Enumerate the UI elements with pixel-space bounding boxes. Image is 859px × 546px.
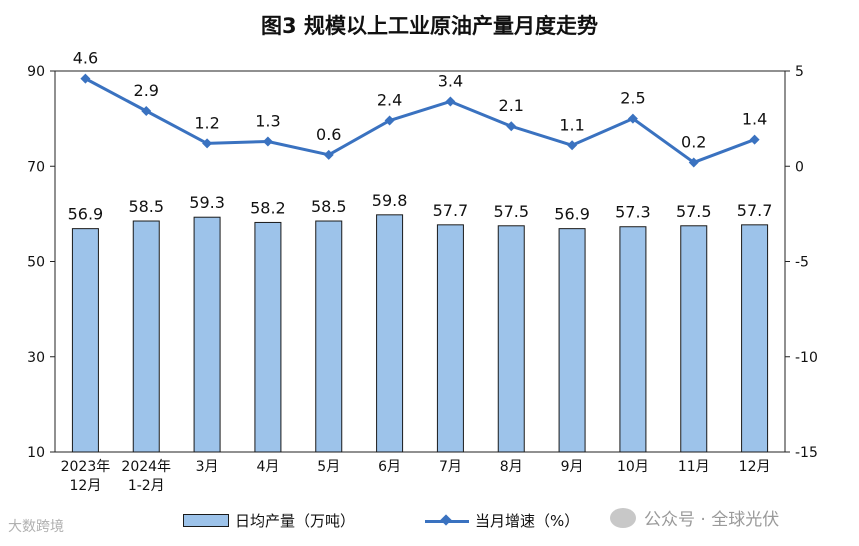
y-left-tick-label-4: 90 <box>27 64 45 80</box>
bar-8 <box>558 228 586 453</box>
line-point-11 <box>749 134 760 145</box>
watermark-text: 公众号 · 全球光伏 <box>644 510 780 530</box>
line-value-label-8: 1.1 <box>559 115 584 134</box>
bar-value-label-11: 57.7 <box>737 201 773 220</box>
bar-1 <box>132 220 160 453</box>
bar-value-label-3: 58.2 <box>250 198 286 217</box>
bar-value-label-8: 56.9 <box>554 205 590 224</box>
legend-bar-swatch <box>183 514 229 527</box>
x-tick-label-3-0: 4月 <box>256 459 279 475</box>
bar-value-label-6: 57.7 <box>433 201 469 220</box>
y-right-tick-label-0: -15 <box>795 445 818 461</box>
y-left-tick-label-2: 50 <box>27 255 45 271</box>
bar-value-label-7: 57.5 <box>493 202 529 221</box>
bar-6 <box>436 224 464 453</box>
line-point-5 <box>384 115 395 126</box>
wechat-icon <box>610 507 636 528</box>
legend-label-bars: 日均产量（万吨） <box>235 512 356 530</box>
line-point-2 <box>202 138 213 149</box>
x-tick-label-8-0: 9月 <box>561 459 584 475</box>
x-tick-label-5-0: 6月 <box>378 459 401 475</box>
bar-value-label-9: 57.3 <box>615 203 651 222</box>
line-point-6 <box>445 96 456 107</box>
line-value-label-10: 0.2 <box>681 132 706 151</box>
legend-label-line: 当月增速（%） <box>475 512 580 530</box>
watermark-wechat: 公众号 · 全球光伏 <box>610 505 779 530</box>
line-point-10 <box>688 157 699 168</box>
line-value-label-9: 2.5 <box>620 89 645 108</box>
bar-9 <box>619 226 647 453</box>
line-value-label-0: 4.6 <box>73 49 98 68</box>
x-tick-label-11-0: 12月 <box>739 459 771 475</box>
bar-10 <box>680 225 708 453</box>
line-value-label-3: 1.3 <box>255 111 280 130</box>
x-tick-label-10-0: 11月 <box>678 459 710 475</box>
line-value-label-1: 2.9 <box>134 81 159 100</box>
bar-0 <box>71 228 99 453</box>
bar-4 <box>315 220 343 453</box>
watermark-left: 大数跨境 <box>8 519 64 535</box>
legend-item-line: 当月增速（%） <box>425 510 579 531</box>
bar-value-label-0: 56.9 <box>68 205 104 224</box>
bar-2 <box>193 216 221 453</box>
line-value-label-6: 3.4 <box>438 71 463 90</box>
line-value-label-7: 2.1 <box>499 96 524 115</box>
y-right-tick-label-1: -10 <box>795 350 818 366</box>
line-point-7 <box>506 121 517 132</box>
bar-value-label-4: 58.5 <box>311 197 347 216</box>
x-tick-label-9-0: 10月 <box>617 459 649 475</box>
x-tick-label-4-0: 5月 <box>317 459 340 475</box>
chart-legend: 日均产量（万吨） 当月增速（%） <box>183 510 649 531</box>
y-right-tick-label-3: 0 <box>795 159 804 175</box>
line-point-3 <box>262 136 273 147</box>
x-tick-label-2-0: 3月 <box>196 459 219 475</box>
line-point-8 <box>567 140 578 151</box>
line-point-9 <box>627 113 638 124</box>
line-point-1 <box>141 106 152 117</box>
line-value-label-4: 0.6 <box>316 125 341 144</box>
bar-11 <box>741 224 769 453</box>
x-tick-label-7-0: 8月 <box>500 459 523 475</box>
x-tick-label-0-1: 12月 <box>70 478 102 494</box>
y-right-tick-label-4: 5 <box>795 64 804 80</box>
x-tick-label-0-0: 2023年 <box>61 459 111 475</box>
y-right-tick-label-2: -5 <box>795 255 809 271</box>
line-value-label-11: 1.4 <box>742 110 767 129</box>
bar-5 <box>376 214 404 453</box>
y-left-tick-label-3: 70 <box>27 159 45 175</box>
plot-area-frame <box>54 70 786 453</box>
line-value-label-2: 1.2 <box>194 113 219 132</box>
y-left-tick-label-1: 30 <box>27 350 45 366</box>
bar-value-label-1: 58.5 <box>128 197 164 216</box>
legend-item-bars: 日均产量（万吨） <box>183 510 355 531</box>
chart-title: 图3 规模以上工业原油产量月度走势 <box>261 14 598 38</box>
growth-line <box>84 77 756 164</box>
bar-7 <box>497 225 525 453</box>
y-left-tick-label-0: 10 <box>27 445 45 461</box>
bar-value-label-2: 59.3 <box>189 193 225 212</box>
bar-3 <box>254 221 282 453</box>
line-point-4 <box>323 149 334 160</box>
x-tick-label-1-0: 2024年 <box>121 459 171 475</box>
legend-line-swatch <box>425 513 470 527</box>
line-value-label-5: 2.4 <box>377 91 402 110</box>
x-tick-label-6-0: 7月 <box>439 459 462 475</box>
x-tick-label-1-1: 1-2月 <box>128 478 165 494</box>
line-point-0 <box>80 73 91 84</box>
bar-value-label-10: 57.5 <box>676 202 712 221</box>
bar-value-label-5: 59.8 <box>372 191 408 210</box>
